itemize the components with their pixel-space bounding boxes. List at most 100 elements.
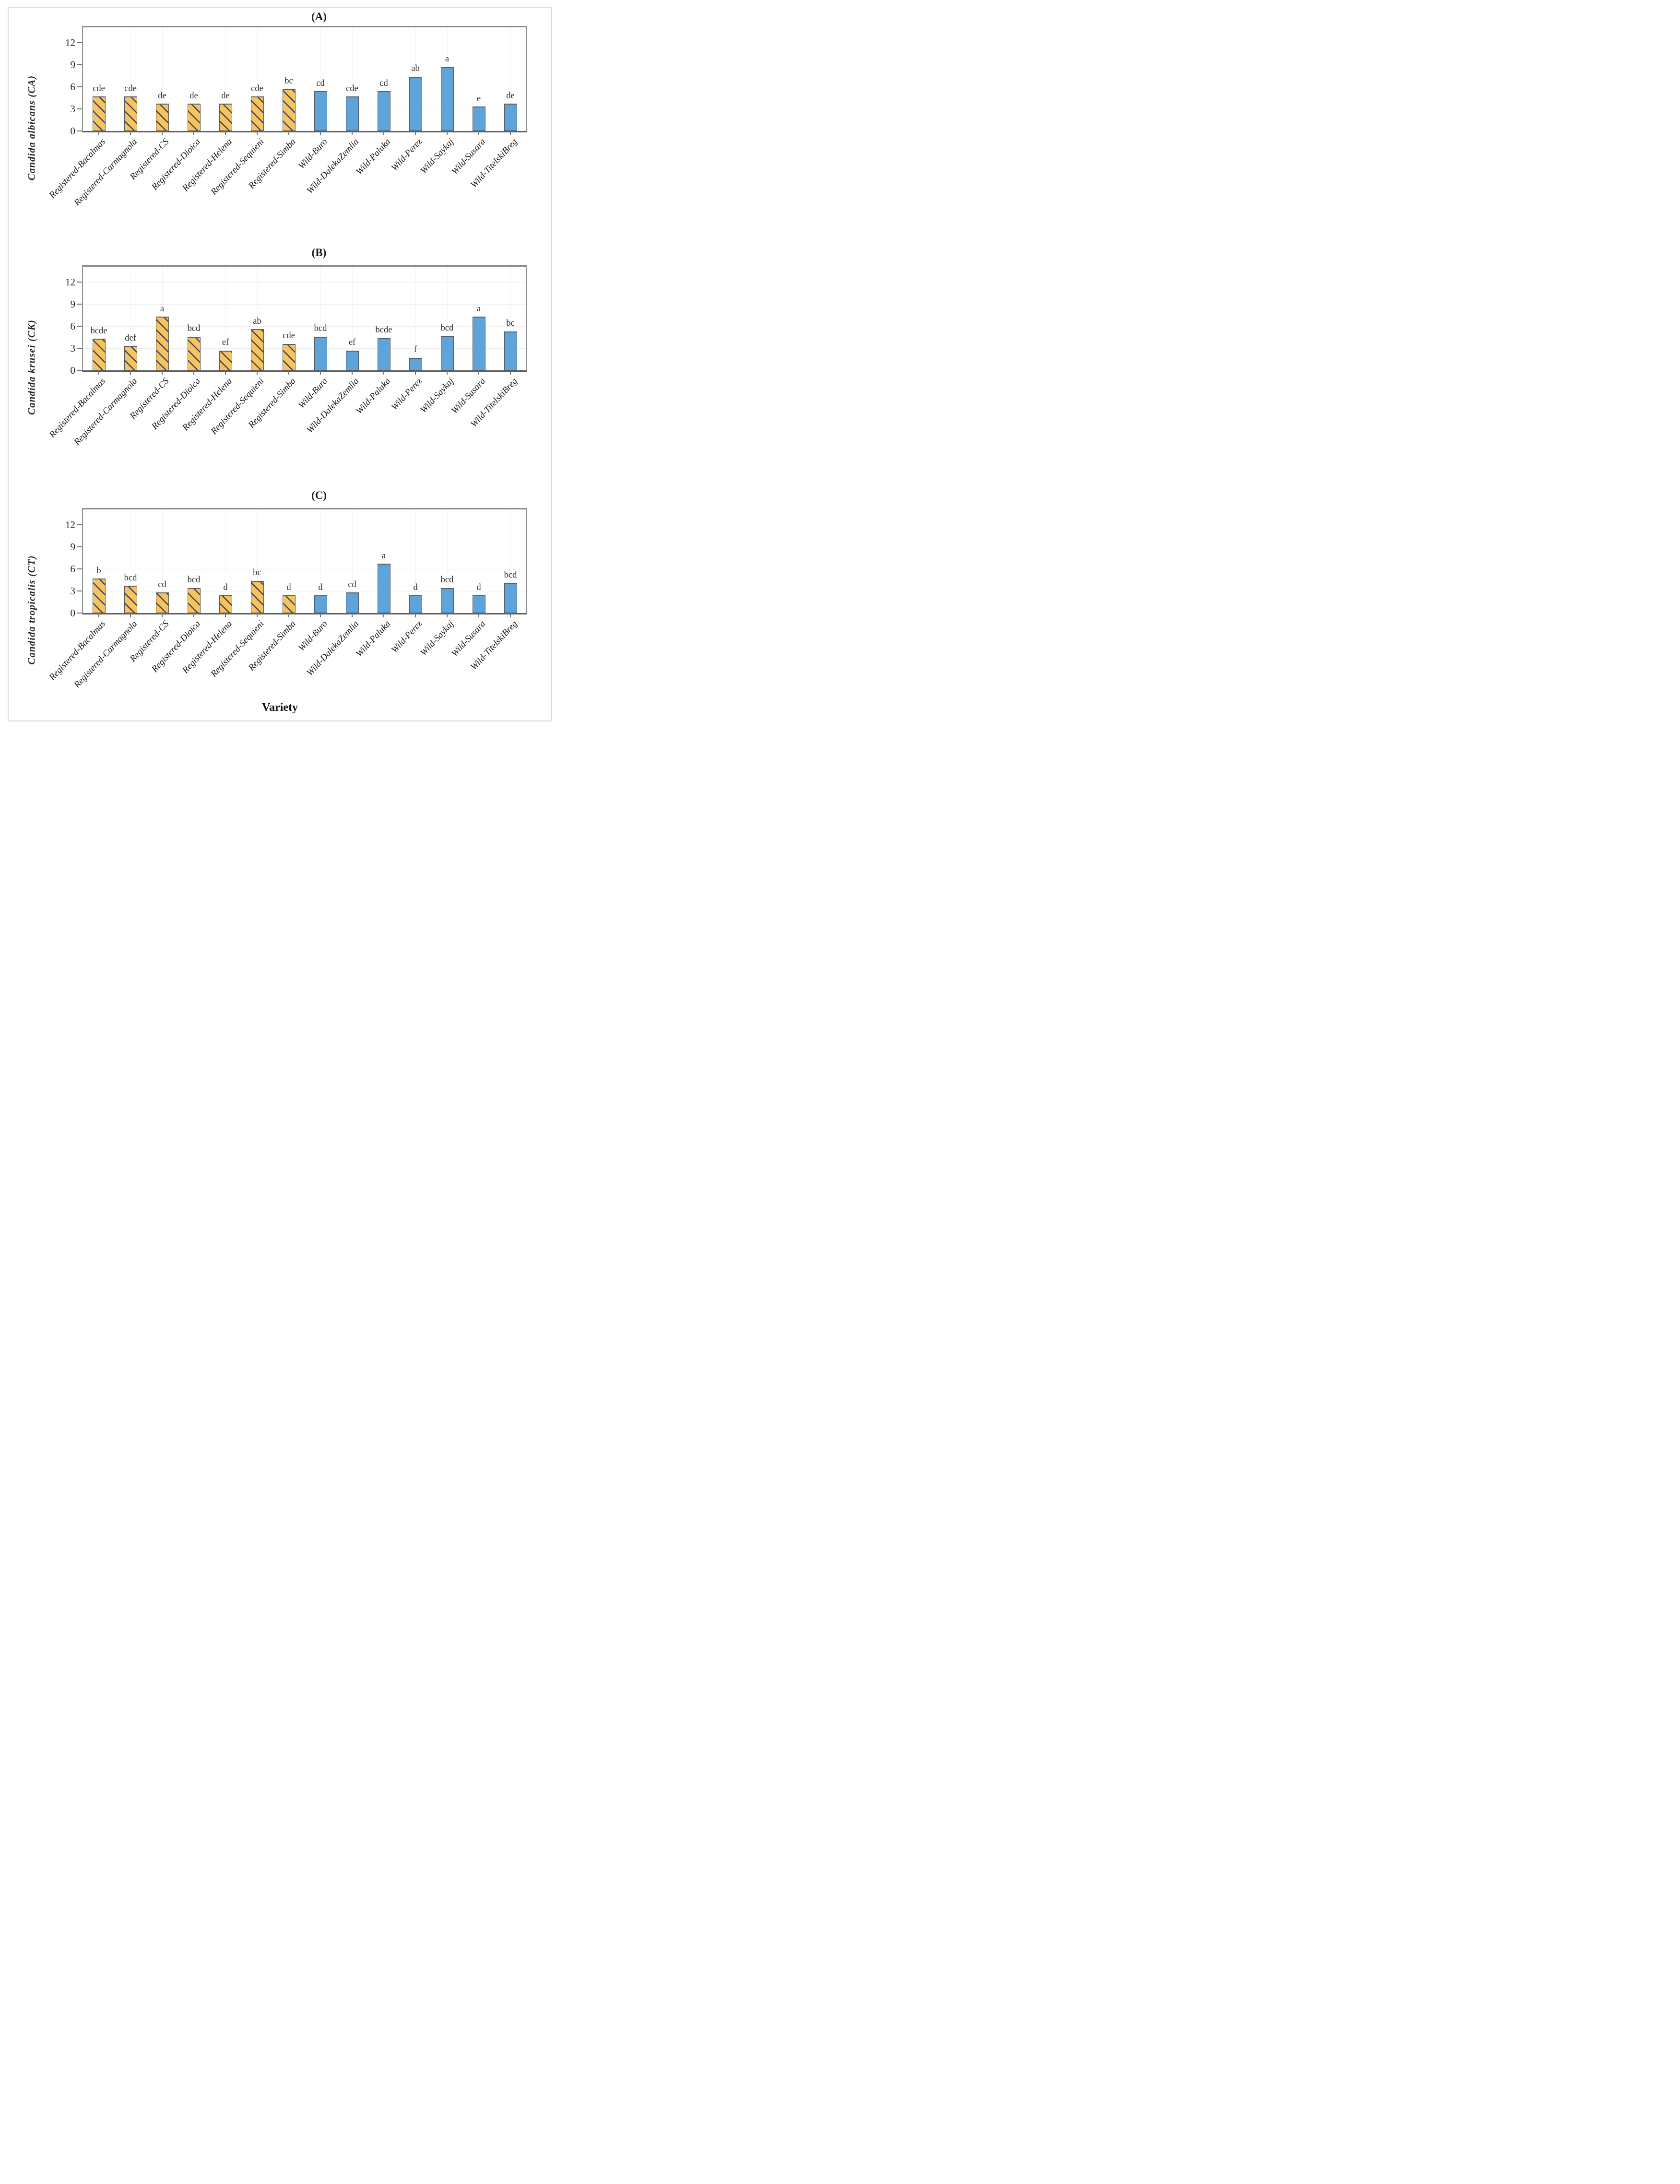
figure-border [8, 7, 552, 721]
vertical-gridline [510, 509, 511, 613]
vertical-gridline [320, 509, 321, 613]
significance-letter: ab [411, 64, 420, 74]
x-tick-mark [257, 613, 258, 617]
significance-letter: bcd [124, 573, 137, 583]
x-tick-mark [130, 131, 131, 135]
y-tick-mark [77, 42, 82, 44]
x-tick-mark [257, 370, 258, 375]
x-tick-mark [193, 131, 194, 135]
x-tick-mark [162, 613, 163, 617]
bar-registered-simba [282, 89, 296, 131]
significance-letter: de [158, 91, 166, 101]
y-tick-label: 9 [70, 298, 76, 310]
x-tick-mark [415, 613, 416, 617]
vertical-gridline [352, 267, 353, 370]
x-tick-mark [352, 613, 353, 617]
significance-letter: bcde [375, 325, 392, 335]
vertical-gridline [225, 267, 226, 370]
bar-wild-susara [472, 106, 485, 131]
panel-c-title: (C) [311, 489, 327, 501]
y-tick-mark [77, 304, 82, 305]
significance-letter: ab [253, 316, 261, 326]
vertical-gridline [352, 27, 353, 131]
y-tick-mark [77, 282, 82, 283]
panel-b-y-axis-label: Candida krusei (CK) [25, 319, 37, 415]
bar-registered-helena [219, 350, 232, 370]
vertical-gridline [510, 27, 511, 131]
significance-letter: cde [124, 83, 137, 94]
bar-wild-susara [472, 595, 485, 613]
vertical-gridline [352, 509, 353, 613]
bar-wild-susara [472, 317, 485, 370]
bar-wild-dalekazemlia [345, 96, 359, 131]
significance-letter: cde [346, 83, 358, 94]
x-tick-mark [447, 370, 448, 375]
panel-a-y-axis-label: Candida albicans (CA) [25, 75, 37, 181]
panel-b-plot-area: 0 3 6 9 12 bcde def a bcd ef ab cde bcd ef bcde f bcd a bc [65, 265, 527, 376]
bar-registered-cs [155, 317, 169, 370]
y-tick-mark [77, 613, 82, 614]
significance-letter: e [476, 94, 481, 104]
bar-registered-bacalmas [92, 578, 106, 613]
vertical-gridline [225, 509, 226, 613]
significance-letter: b [96, 566, 101, 576]
x-axis-label: Variety [261, 701, 298, 714]
x-tick-mark [352, 370, 353, 375]
x-tick-mark [510, 370, 511, 375]
bar-registered-dioica [187, 336, 201, 370]
significance-letter: de [189, 91, 198, 101]
y-tick-label: 6 [70, 563, 76, 575]
horizontal-gridline [83, 282, 526, 283]
x-tick-mark [130, 613, 131, 617]
x-tick-mark [383, 131, 384, 135]
x-tick-mark [130, 370, 131, 375]
panel-a-title: (A) [311, 11, 327, 23]
significance-letter: bcd [504, 570, 517, 580]
x-tick-mark [510, 613, 511, 617]
vertical-gridline [225, 27, 226, 131]
bar-wild-dalekazemlia [345, 350, 359, 370]
significance-letter: a [445, 54, 450, 64]
y-tick-label: 12 [65, 519, 75, 531]
bar-wild-perez [409, 76, 422, 131]
y-tick-mark [77, 86, 82, 88]
y-tick-label: 6 [70, 320, 76, 332]
significance-letter: bcd [440, 323, 454, 333]
significance-letter: d [476, 582, 481, 592]
vertical-gridline [447, 267, 448, 370]
significance-letter: ef [222, 338, 229, 348]
y-tick-label: 9 [70, 541, 76, 553]
significance-letter: def [125, 333, 136, 343]
bar-registered-cs [155, 104, 169, 131]
x-tick-mark [415, 370, 416, 375]
significance-letter: de [506, 91, 515, 101]
vertical-gridline [447, 509, 448, 613]
significance-letter: bcd [187, 324, 201, 334]
bar-registered-dioica [187, 104, 201, 131]
y-tick-mark [77, 108, 82, 110]
x-tick-mark [162, 370, 163, 375]
bar-registered-sequieni [250, 96, 264, 131]
significance-letter: f [414, 345, 417, 355]
panel-b-title: (B) [311, 247, 327, 259]
significance-letter: bc [506, 319, 515, 329]
y-tick-mark [77, 64, 82, 66]
x-tick-mark [478, 131, 479, 135]
bar-registered-cs [155, 592, 169, 613]
significance-letter: bcd [187, 575, 201, 585]
vertical-gridline [320, 27, 321, 131]
significance-letter: cde [251, 83, 263, 94]
bar-wild-perez [409, 357, 422, 370]
significance-letter: d [286, 582, 291, 592]
horizontal-gridline [83, 348, 526, 349]
vertical-gridline [130, 27, 131, 131]
panel-c-plot-area: 0 3 6 9 12 b bcd cd bcd d bc d d cd a d bcd d bcd [65, 508, 527, 618]
significance-letter: bc [253, 568, 261, 578]
bar-wild-saykaj [440, 588, 454, 613]
x-tick-mark [98, 613, 99, 617]
bar-registered-bacalmas [92, 96, 106, 131]
bar-registered-dioica [187, 588, 201, 613]
x-tick-mark [193, 370, 194, 375]
vertical-gridline [510, 267, 511, 370]
bar-registered-sequieni [250, 580, 264, 613]
